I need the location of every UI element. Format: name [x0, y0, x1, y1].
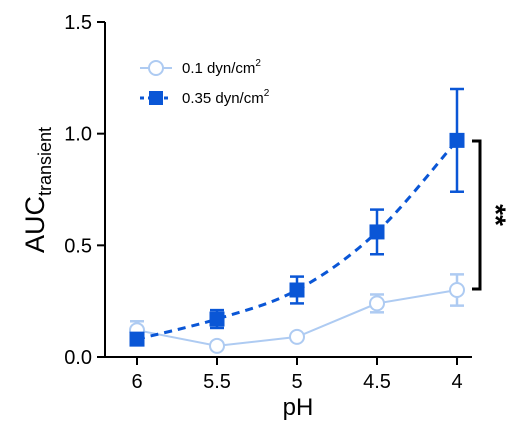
significance-bracket — [472, 139, 482, 291]
y-axis-title-subscript: transient — [35, 127, 55, 196]
series-0-point — [209, 337, 225, 354]
legend-label-1-sup: 2 — [264, 88, 270, 99]
x-axis-title: pH — [283, 394, 314, 421]
y-tick-label: 1.0 — [64, 124, 92, 146]
y-tick-label: 0.5 — [64, 235, 92, 257]
y-tick-label: 1.5 — [64, 12, 92, 34]
data-marker — [449, 282, 465, 298]
series-1-point — [289, 275, 305, 305]
significance-annotation: ** — [472, 139, 507, 291]
data-marker — [369, 295, 385, 312]
legend-label-1-main: 0.35 dyn/cm — [182, 90, 264, 107]
data-marker — [289, 328, 305, 345]
legend-entry-1: 0.35 dyn/cm2 — [140, 88, 270, 107]
x-tick-label: 5 — [291, 371, 302, 393]
x-ticks: 6 5.5 5 4.5 4 — [131, 357, 463, 393]
y-ticks: 0.0 0.5 1.0 1.5 — [64, 12, 105, 369]
series-1-point — [129, 331, 145, 347]
legend-marker-1 — [149, 91, 163, 105]
x-tick-label: 5.5 — [203, 371, 231, 393]
series-1-point — [449, 87, 465, 193]
legend: 0.1 dyn/cm2 0.35 dyn/cm2 — [140, 58, 270, 107]
x-tick-label: 6 — [131, 371, 142, 393]
y-tick-label: 0.0 — [64, 347, 92, 369]
data-marker — [209, 337, 225, 354]
data-marker — [289, 282, 305, 298]
data-marker — [449, 132, 465, 148]
series-0-point — [449, 273, 465, 307]
data-marker — [209, 311, 225, 327]
legend-label-0: 0.1 dyn/cm2 — [182, 58, 261, 77]
series-1-point — [369, 208, 385, 256]
y-axis-title-main: AUC — [20, 196, 50, 253]
x-tick-label: 4.5 — [363, 371, 391, 393]
x-tick-label: 4 — [451, 371, 462, 393]
data-marker — [369, 224, 385, 240]
series-0-point — [369, 293, 385, 314]
series-0-point — [289, 328, 305, 345]
legend-marker-0 — [148, 60, 164, 76]
data-marker — [129, 331, 145, 347]
legend-entry-0: 0.1 dyn/cm2 — [140, 58, 261, 77]
legend-label-0-sup: 2 — [255, 58, 261, 69]
series-layer — [129, 87, 465, 354]
legend-label-0-main: 0.1 dyn/cm — [182, 60, 255, 77]
series-1-line — [136, 139, 459, 341]
series-1-point — [209, 308, 225, 330]
y-axis-title: AUCtransient — [20, 127, 55, 253]
legend-label-1: 0.35 dyn/cm2 — [182, 88, 270, 107]
significance-label: ** — [481, 204, 507, 226]
